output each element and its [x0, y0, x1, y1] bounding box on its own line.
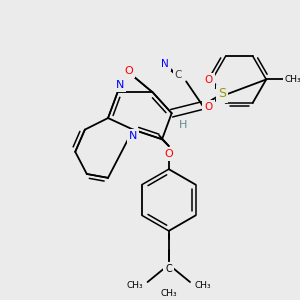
Text: CH₃: CH₃	[127, 281, 143, 290]
Text: CH₃: CH₃	[194, 281, 211, 290]
Text: CH₃: CH₃	[160, 289, 177, 298]
Text: O: O	[164, 149, 173, 159]
Text: S: S	[218, 87, 226, 101]
Text: CH₃: CH₃	[285, 75, 300, 84]
Text: H: H	[179, 120, 188, 130]
Text: N: N	[116, 80, 124, 90]
Text: N: N	[161, 59, 169, 69]
Text: C: C	[175, 70, 182, 80]
Text: N: N	[129, 131, 137, 141]
Text: O: O	[124, 66, 133, 76]
Text: O: O	[204, 75, 212, 85]
Text: O: O	[204, 102, 212, 112]
Text: C: C	[165, 265, 172, 275]
